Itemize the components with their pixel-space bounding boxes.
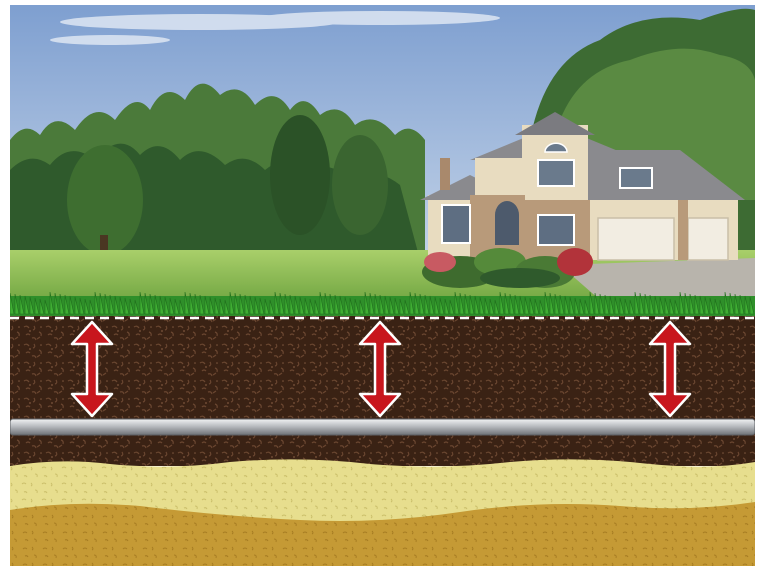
clouds [50,11,500,45]
depth-arrow-3 [648,320,692,418]
shrubs [422,248,593,288]
frame-right [755,0,763,566]
buried-pipe [9,418,756,436]
dark-sand-layer [10,502,755,566]
house [420,112,745,261]
frame-left [0,0,10,566]
depth-arrow-1 [70,320,114,418]
depth-arrow-2 [358,320,402,418]
depth-arrows [70,320,692,418]
frame-top [0,0,763,5]
grass-strip [9,291,755,316]
driveway [560,258,755,300]
